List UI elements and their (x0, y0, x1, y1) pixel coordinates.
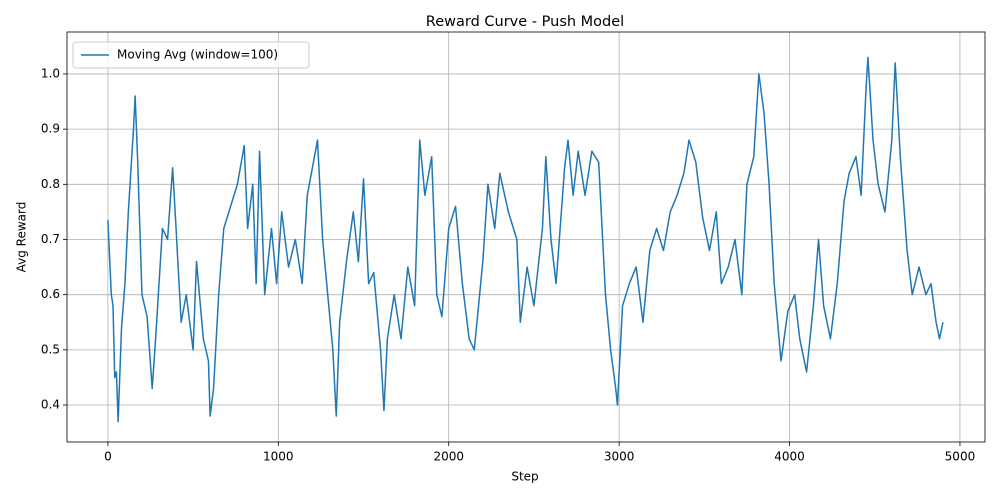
y-tick-label: 1.0 (41, 66, 60, 80)
legend: Moving Avg (window=100) (72, 41, 310, 69)
x-tick-label: 3000 (604, 450, 635, 464)
x-tick-label: 2000 (433, 450, 464, 464)
plot-frame (66, 31, 986, 443)
x-tick-label: 4000 (774, 450, 805, 464)
x-axis-label: Step (511, 470, 538, 484)
legend-label: Moving Avg (window=100) (117, 48, 278, 62)
y-axis-label: Avg Reward (15, 202, 29, 273)
legend-box (72, 41, 310, 69)
y-tick-label: 0.4 (41, 398, 60, 412)
y-tick-label: 0.8 (41, 177, 60, 191)
line-series (107, 56, 944, 423)
y-tick-label: 0.9 (41, 122, 60, 136)
y-tick-label: 0.7 (41, 232, 60, 246)
y-tick-label: 0.6 (41, 287, 60, 301)
chart-title: Reward Curve - Push Model (426, 14, 624, 30)
x-tick-label: 1000 (263, 450, 294, 464)
x-tick-label: 0 (104, 450, 112, 464)
x-tick-label: 5000 (945, 450, 976, 464)
y-tick-label: 0.5 (41, 342, 60, 356)
